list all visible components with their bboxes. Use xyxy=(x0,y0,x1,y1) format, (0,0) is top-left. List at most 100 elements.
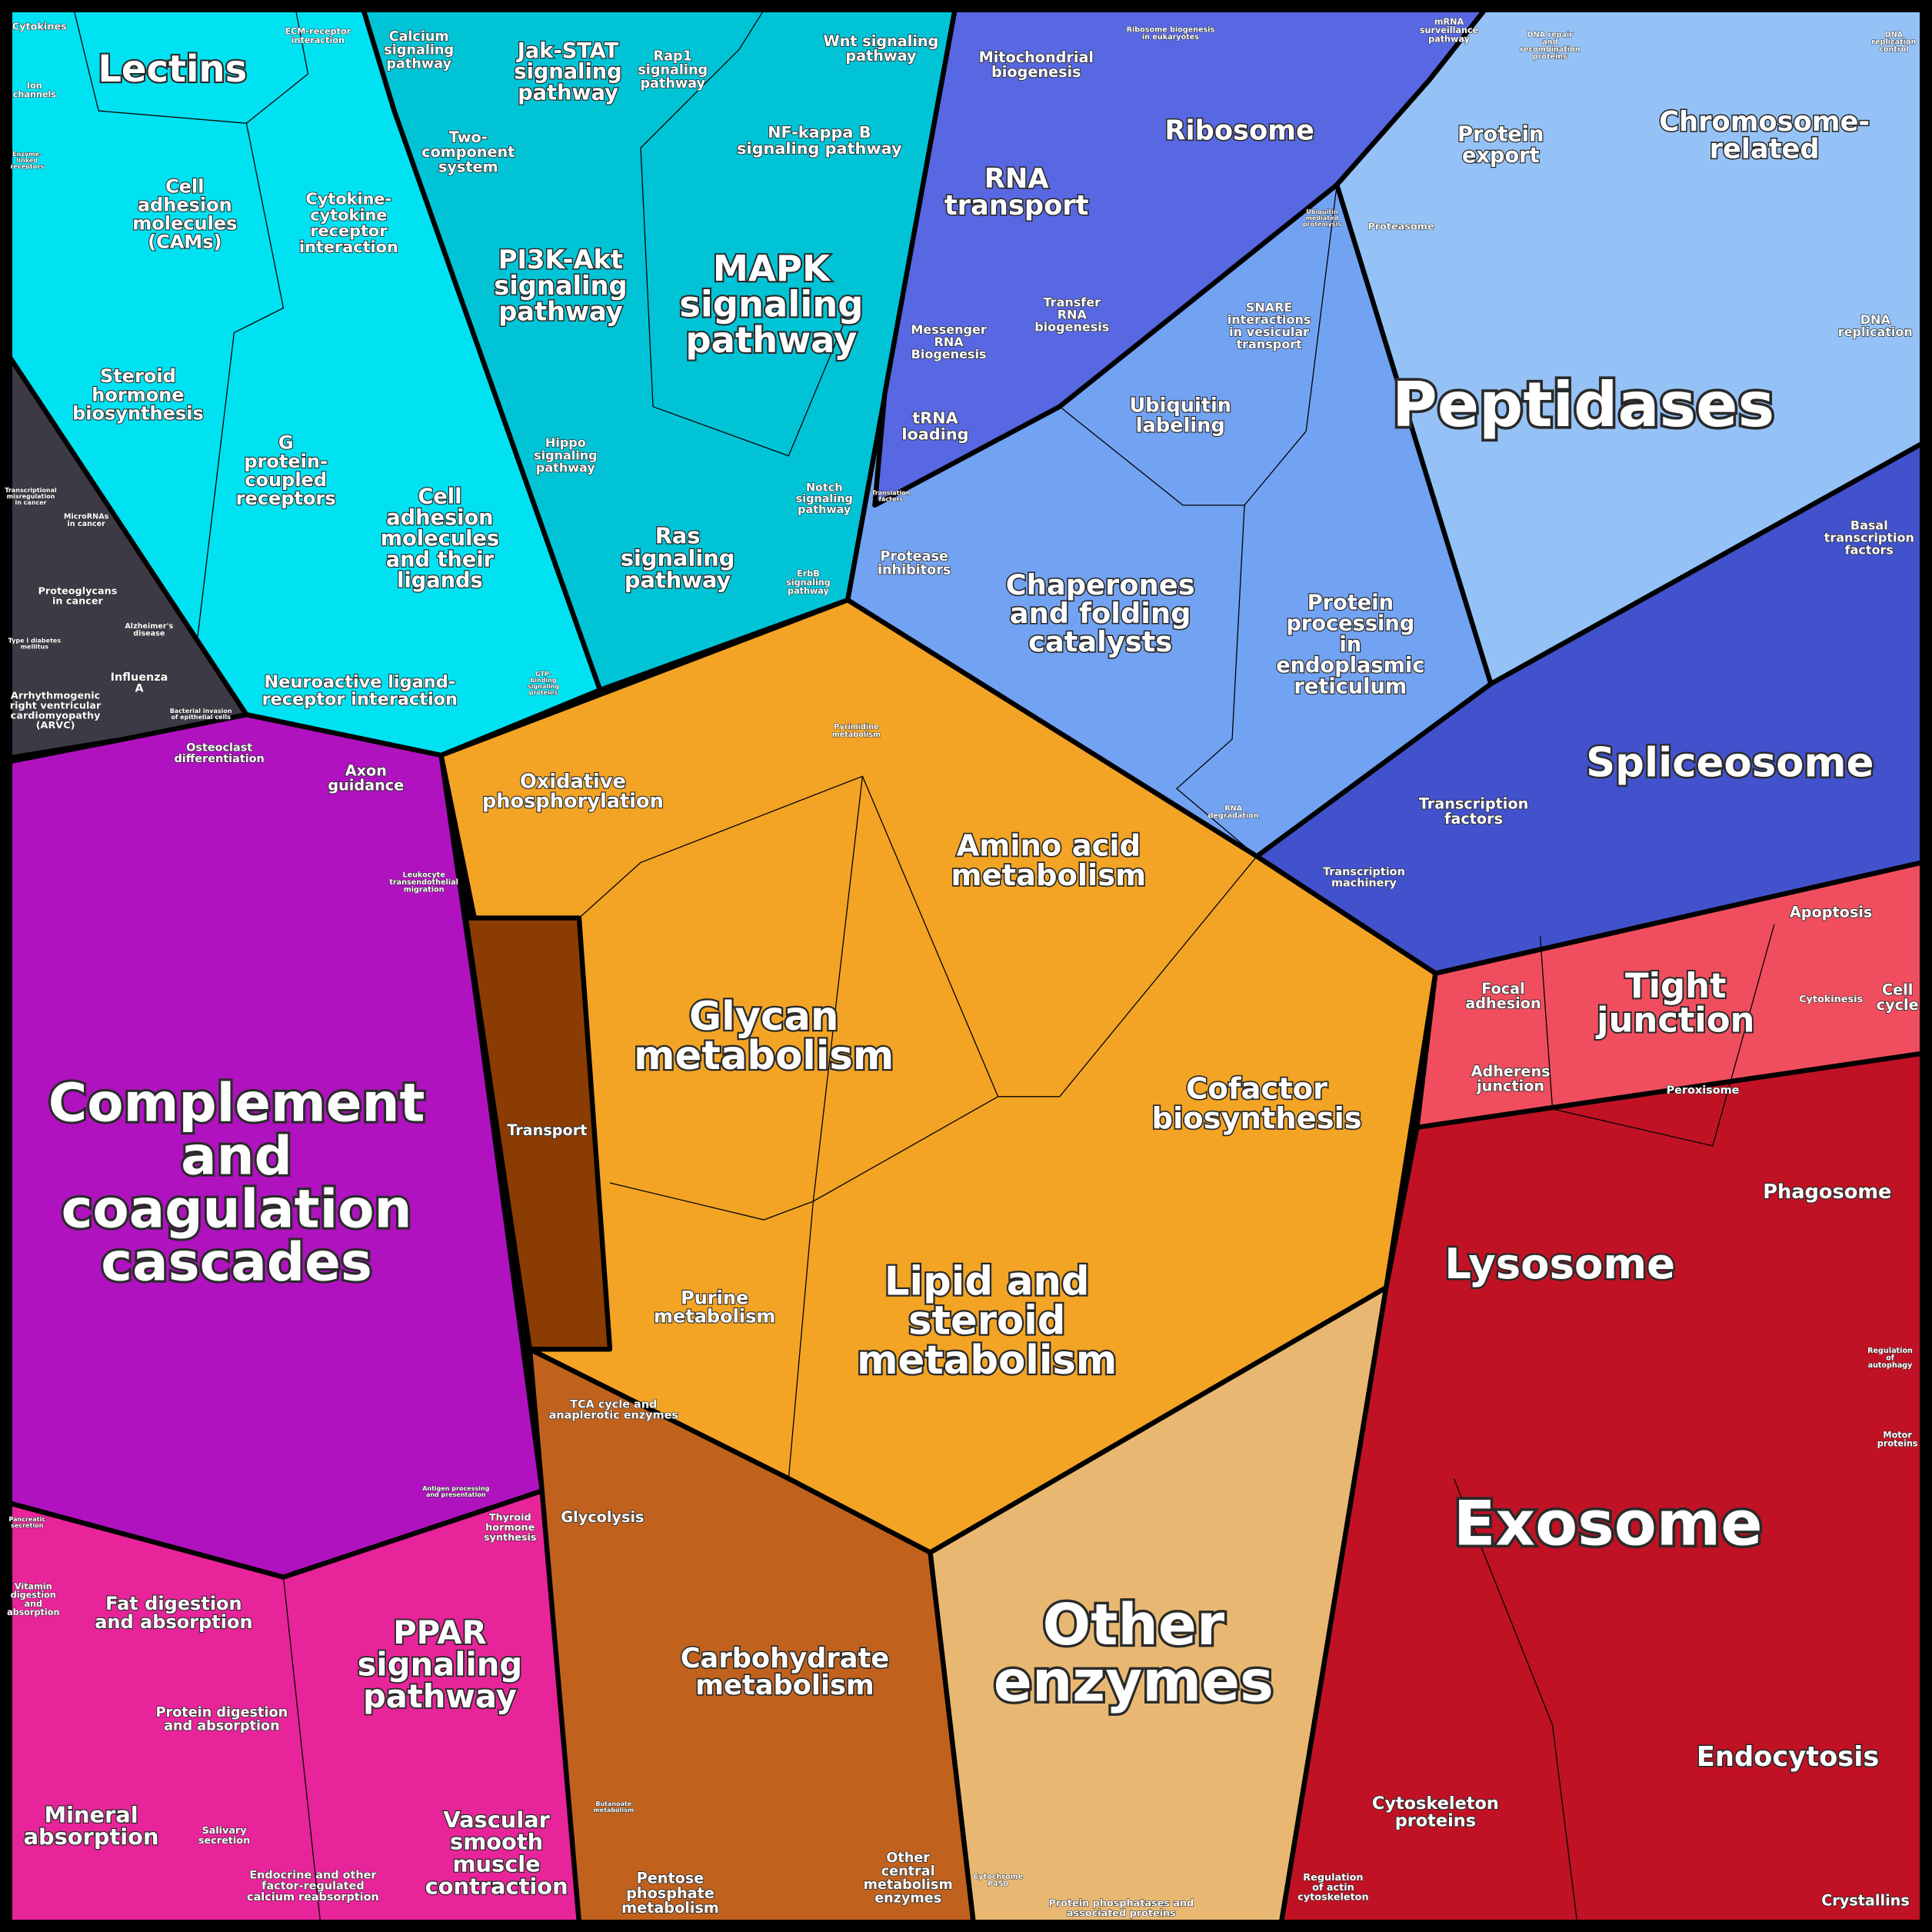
region-label: receptors xyxy=(236,488,336,509)
region-label: biosynthesis xyxy=(1152,1101,1362,1136)
region-label: machinery xyxy=(1331,878,1397,890)
region-label: metabolism xyxy=(832,731,881,739)
region-label: catalysts xyxy=(1028,625,1172,658)
region-label: Proteasome xyxy=(1367,221,1434,232)
region-label: Chaperones xyxy=(1006,568,1195,601)
region-label: loading xyxy=(901,425,968,444)
region-label: pathway xyxy=(625,567,731,593)
region-label: synthesis xyxy=(484,1532,537,1544)
region-label: phosphate xyxy=(626,1884,715,1902)
region-label: Other xyxy=(886,1850,930,1866)
region-label: of xyxy=(1886,1354,1895,1362)
region-label: metabolism xyxy=(857,1337,1117,1384)
region-label: Proteoglycans xyxy=(38,585,117,597)
region-label: replication xyxy=(1838,325,1913,339)
region-label: Axon xyxy=(345,761,387,779)
region-label: signaling xyxy=(358,1646,523,1684)
region-label: and their xyxy=(386,548,495,571)
region-label: hormone xyxy=(92,384,184,405)
region-label: absorption xyxy=(24,1824,159,1850)
cell-border xyxy=(788,776,864,1479)
region-label: Neuroactive ligand- xyxy=(265,672,456,692)
region-label: Lectins xyxy=(98,48,247,91)
region-label: inhibitors xyxy=(878,563,951,578)
region-label: metabolism xyxy=(593,1807,634,1814)
region-label: Adherens xyxy=(1471,1062,1551,1080)
region-label: Ion xyxy=(27,81,42,91)
region-label: metabolism xyxy=(621,1899,719,1917)
region-label: pathway xyxy=(518,81,618,105)
region-label: Tight xyxy=(1625,965,1726,1006)
region-label: Enzyme- xyxy=(12,151,42,158)
region-label: in cancer xyxy=(67,520,105,528)
region-label: of actin xyxy=(1312,1882,1354,1894)
region-label: biosynthesis xyxy=(72,402,204,424)
region-label: Salivary xyxy=(202,1825,247,1837)
vesicle xyxy=(1278,1051,1925,1925)
region-label: in cancer xyxy=(52,595,104,607)
region-label: guidance xyxy=(328,777,404,794)
region-label: reticulum xyxy=(1294,675,1407,698)
region-label: signaling xyxy=(796,493,853,505)
region-label: adhesion xyxy=(386,506,493,530)
region-label: mediated xyxy=(1306,215,1339,222)
region-label: hormone xyxy=(485,1522,535,1534)
region-label: Translation xyxy=(871,489,911,496)
region-label: in vesicular xyxy=(1229,325,1309,339)
region-label: Protease xyxy=(881,549,948,565)
region-label: (CAMs) xyxy=(148,232,222,253)
region-label: signaling xyxy=(679,283,863,325)
region-label: Glycolysis xyxy=(561,1508,644,1526)
region-label: Vitamin xyxy=(15,1581,52,1591)
region-label: linked xyxy=(17,157,38,164)
region-label: enzymes xyxy=(874,1891,941,1907)
region-label: migration xyxy=(404,886,445,894)
region-label: proteins xyxy=(1533,53,1567,62)
region-label: signaling xyxy=(514,60,621,84)
region-label: Transcription xyxy=(1323,866,1405,878)
region-label: adhesion xyxy=(1465,994,1541,1012)
cell-border xyxy=(1175,505,1257,857)
region-label: channels xyxy=(13,89,57,99)
region-label: degradation xyxy=(1208,812,1259,821)
region-label: Vascular xyxy=(443,1807,550,1833)
region-label: Hippo xyxy=(545,435,586,450)
region-label: ErbB xyxy=(797,569,820,579)
labels: LectinsCytokinesIonchannelsCelladhesionm… xyxy=(5,16,1920,1920)
region-label: metabolism xyxy=(951,858,1147,893)
region-label: pathway xyxy=(845,47,917,65)
region-label: Wnt signaling xyxy=(824,32,939,50)
region-label: mRNA xyxy=(1434,17,1464,27)
region-label: ligands xyxy=(397,569,483,593)
region-label: secretion xyxy=(11,1522,43,1529)
region-label: interaction xyxy=(299,238,398,256)
region-label: Osteoclast xyxy=(186,741,252,754)
region-label: pathway xyxy=(640,76,705,92)
region-label: Leukocyte xyxy=(402,871,445,879)
region-label: misregulation xyxy=(7,493,55,500)
region-label: protein- xyxy=(244,451,328,472)
region-label: PI3K-Akt xyxy=(498,245,623,275)
region-label: pathway xyxy=(788,586,829,596)
region-label: junction xyxy=(1476,1078,1544,1095)
region-label: Other xyxy=(1043,1593,1225,1658)
region-label: Chromosome- xyxy=(1659,106,1870,138)
region-label: Protein digestion xyxy=(156,1705,288,1720)
region-label: Type I diabetes xyxy=(8,638,62,645)
region-label: absorption xyxy=(7,1607,59,1617)
region-label: and presentation xyxy=(426,1491,486,1498)
region-label: Cytokine- xyxy=(306,190,392,208)
region-label: Mitochondrial xyxy=(979,48,1094,66)
region-label: surveillance xyxy=(1420,25,1479,35)
region-label: SNARE xyxy=(1246,300,1293,315)
region-label: Alzheimer's xyxy=(125,622,173,631)
region-label: metabolism xyxy=(864,1877,953,1893)
region-label: cardiomyopathy xyxy=(11,710,101,721)
region-label: secretion xyxy=(198,1835,250,1847)
region-label: signaling xyxy=(621,545,735,571)
region-label: component xyxy=(421,143,515,161)
region-label: in cancer xyxy=(15,499,46,506)
cell-border xyxy=(578,775,1257,1098)
region-label: transcription xyxy=(1824,531,1914,545)
